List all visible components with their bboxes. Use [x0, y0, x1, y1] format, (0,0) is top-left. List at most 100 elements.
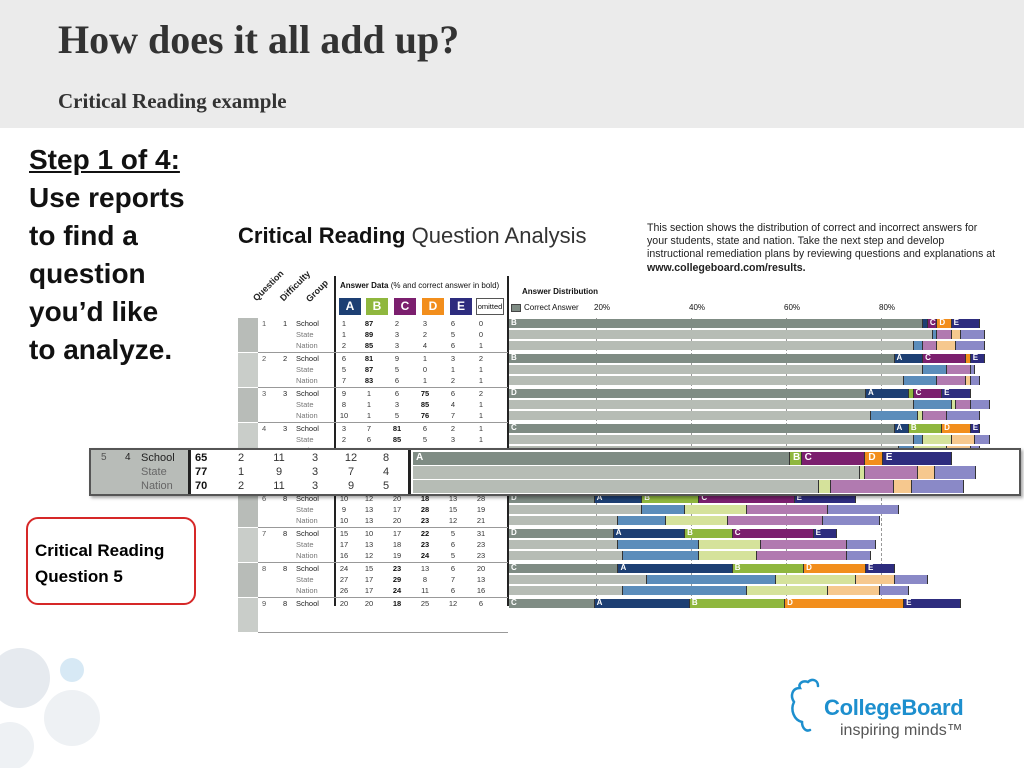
bar-segment-a [904, 376, 938, 385]
highlight-divider [188, 450, 191, 494]
bar-segment-label: A [615, 528, 622, 537]
highlight-answer-percent: 2 [237, 452, 245, 464]
answer-percent: 11 [421, 586, 429, 595]
bar-segment-label: E [972, 423, 979, 432]
question-difficulty: 3 [283, 424, 288, 433]
bar-segment-c: C [732, 528, 814, 538]
bar-segment-b: B [685, 528, 733, 538]
bar-segment-d [509, 400, 914, 409]
bar-segment-c [923, 341, 938, 350]
bar-segment-b [775, 575, 857, 584]
answer-data-label: Answer Data [340, 281, 389, 290]
answer-percent: 85 [364, 341, 374, 350]
acorn-logo-icon [790, 678, 820, 732]
answer-percent: 10 [339, 516, 349, 525]
bar-segment-d [917, 466, 935, 479]
bar-segment-e [827, 505, 900, 514]
group-label: State [296, 365, 314, 374]
answer-percent: 4 [450, 400, 456, 409]
question-number-cell [238, 388, 258, 422]
bar-segment-label: C [734, 528, 741, 537]
bar-segment-d: D [509, 493, 595, 503]
step-line: to find a [29, 220, 138, 251]
answer-percent: 19 [476, 505, 486, 514]
answer-percent: 2 [394, 319, 400, 328]
bar-segment-label: E [906, 598, 912, 607]
bar-segment-c [761, 540, 847, 549]
distribution-bar [509, 330, 985, 339]
tick-label: 80% [879, 303, 896, 312]
highlight-answer-percent: 65 [195, 452, 208, 464]
group-label: School [296, 599, 319, 608]
callout-text: Critical Reading Question 5 [35, 538, 164, 590]
distribution-bar [509, 341, 985, 350]
question-group: 9 8 School 20 20 18 25 12 6 [238, 598, 985, 633]
question-number: 1 [262, 319, 267, 328]
answer-percent: 23 [392, 564, 402, 573]
bar-segment-b: B [790, 452, 802, 465]
bar-segment-label: D [511, 493, 517, 502]
answer-percent: 6 [450, 389, 456, 398]
answer-percent: 25 [420, 599, 430, 608]
bar-segment-e [961, 330, 985, 339]
answer-percent: 10 [339, 411, 349, 420]
bar-segment-e: E [970, 353, 985, 363]
answer-percent: 89 [364, 330, 374, 339]
highlight-group-label: State [141, 466, 167, 478]
bar-segment-d [509, 411, 871, 420]
answer-percent: 17 [339, 540, 349, 549]
bar-segment-c [830, 480, 895, 493]
question-number-cell [238, 528, 258, 562]
bar-segment-label: B [793, 452, 801, 463]
distribution-bar [509, 540, 876, 549]
bar-segment-b [747, 586, 828, 595]
answer-percent: 8 [422, 575, 428, 584]
answer-percent: 18 [420, 494, 430, 503]
answer-percent: 6 [478, 599, 484, 608]
bar-segment-label: E [868, 563, 874, 572]
bar-segment-e [823, 516, 881, 525]
answer-percent: 20 [339, 599, 349, 608]
distribution-bar [509, 400, 990, 409]
bar-segment-d [509, 551, 624, 560]
distribution-bar [509, 376, 981, 385]
bar-segment-e: E [904, 598, 962, 608]
answer-percent: 3 [341, 424, 347, 433]
callout-line: Question 5 [35, 567, 123, 586]
bar-segment-e [846, 551, 871, 560]
bar-segment-a [642, 505, 686, 514]
question-difficulty: 8 [283, 529, 288, 538]
answer-percent: 1 [366, 400, 372, 409]
bar-segment-d [509, 516, 619, 525]
highlight-answer-percent: 3 [311, 480, 319, 492]
distribution-header: Answer Distribution [522, 287, 599, 296]
question-number: 8 [262, 564, 267, 573]
bar-segment-label: A [896, 353, 903, 362]
bar-segment-e [946, 411, 981, 420]
bar-segment-c [937, 376, 966, 385]
question-analysis-table: 1 1 School 1 87 2 3 6 0 State 1 89 3 2 5 0 Nation 2 85 3 4 6 1… [238, 318, 985, 633]
answer-percent: 3 [450, 354, 456, 363]
bar-segment-c [756, 551, 847, 560]
bar-segment-b [685, 505, 747, 514]
highlight-answer-percent: 9 [347, 480, 355, 492]
group-label: State [296, 435, 314, 444]
bar-segment-e: E [951, 318, 981, 328]
answer-percent: 13 [420, 564, 430, 573]
bar-segment-e [880, 586, 909, 595]
answer-percent: 5 [422, 435, 428, 444]
bar-segment-b: B [509, 318, 924, 328]
highlight-answer-percent: 8 [382, 452, 390, 464]
bar-segment-b [819, 480, 831, 493]
bar-segment-d [894, 480, 912, 493]
answer-percent: 6 [450, 586, 456, 595]
answer-percent: 23 [420, 516, 430, 525]
answer-percent: 7 [450, 575, 456, 584]
answer-percent: 13 [364, 505, 374, 514]
bar-segment-d: D [509, 528, 614, 538]
step-description: Step 1 of 4: Use reports to find a quest… [29, 141, 219, 369]
bar-segment-label: C [804, 452, 812, 463]
bar-segment-label: B [511, 318, 517, 327]
